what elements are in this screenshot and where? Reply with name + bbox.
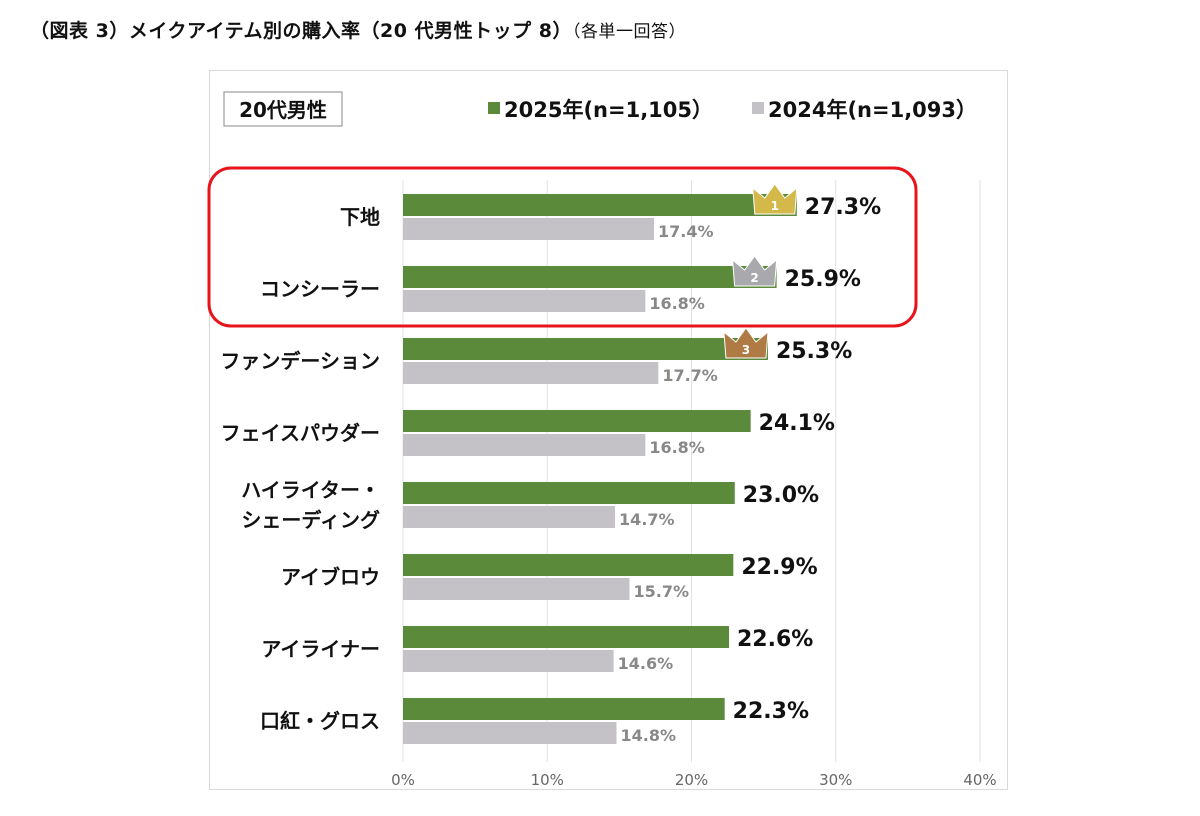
bar-2024 xyxy=(403,290,646,312)
legend-label: 2025年(n=1,105） xyxy=(504,98,713,122)
value-label-2025: 25.9% xyxy=(785,267,861,292)
value-label-2024: 15.7% xyxy=(633,582,689,601)
figure-title: （図表 3）メイクアイテム別の購入率（20 代男性トップ 8）（各単一回答） xyxy=(30,16,686,43)
group-label-box xyxy=(223,91,343,127)
legend-label: 2024年(n=1,093） xyxy=(768,98,977,122)
category-label: シェーディング xyxy=(241,508,380,532)
bar-2024 xyxy=(403,434,646,456)
bar-2025 xyxy=(403,482,735,504)
value-label-2024: 14.8% xyxy=(620,726,676,745)
bar-2024 xyxy=(403,506,616,528)
bar-2025 xyxy=(403,410,751,432)
bar-2024 xyxy=(403,650,614,672)
category-label: 下地 xyxy=(340,205,380,229)
bar-2025 xyxy=(403,698,725,720)
rank-number: 2 xyxy=(750,271,758,285)
value-label-2025: 22.9% xyxy=(741,555,817,580)
highlight-box xyxy=(207,166,918,328)
rank-crown-icon xyxy=(752,183,798,215)
bar-2025 xyxy=(403,554,734,576)
x-tick-label: 0% xyxy=(391,771,415,789)
value-label-2024: 17.7% xyxy=(662,366,718,385)
category-label: ハイライター・ xyxy=(241,478,380,502)
rank-crown-icon xyxy=(732,255,778,287)
group-label: 20代男性 xyxy=(239,98,327,122)
value-label-2025: 23.0% xyxy=(743,483,819,508)
value-label-2024: 16.8% xyxy=(649,294,705,313)
category-label: アイブロウ xyxy=(281,565,380,589)
bar-2024 xyxy=(403,362,659,384)
category-label: アイライナー xyxy=(261,637,380,661)
value-label-2024: 17.4% xyxy=(658,222,714,241)
rank-crown-icon xyxy=(723,327,769,359)
value-label-2025: 22.6% xyxy=(737,627,813,652)
rank-number: 1 xyxy=(771,199,779,213)
legend-swatch xyxy=(488,102,500,114)
legend-swatch xyxy=(752,102,764,114)
x-tick-label: 10% xyxy=(531,771,564,789)
chart-frame xyxy=(209,70,1008,790)
category-label: フェイスパウダー xyxy=(221,421,380,445)
value-label-2024: 16.8% xyxy=(649,438,705,457)
bar-2025 xyxy=(403,266,777,288)
value-label-2024: 14.6% xyxy=(618,654,674,673)
title-sub: （各単一回答） xyxy=(571,22,686,42)
value-label-2025: 24.1% xyxy=(759,411,835,436)
bar-2024 xyxy=(403,218,654,240)
bar-2025 xyxy=(403,194,797,216)
category-label: 口紅・グロス xyxy=(260,709,380,733)
category-label: コンシーラー xyxy=(260,277,380,301)
x-tick-label: 40% xyxy=(963,771,996,789)
bar-2025 xyxy=(403,626,730,648)
value-label-2024: 14.7% xyxy=(619,510,675,529)
bar-2025 xyxy=(403,338,768,360)
value-label-2025: 22.3% xyxy=(733,699,809,724)
rank-number: 3 xyxy=(742,343,750,357)
bar-2024 xyxy=(403,722,617,744)
category-label: ファンデーション xyxy=(220,349,380,373)
x-tick-label: 20% xyxy=(675,771,708,789)
title-main: （図表 3）メイクアイテム別の購入率（20 代男性トップ 8） xyxy=(30,20,572,42)
value-label-2025: 25.3% xyxy=(776,339,852,364)
x-tick-label: 30% xyxy=(819,771,852,789)
bar-2024 xyxy=(403,578,630,600)
value-label-2025: 27.3% xyxy=(805,195,881,220)
